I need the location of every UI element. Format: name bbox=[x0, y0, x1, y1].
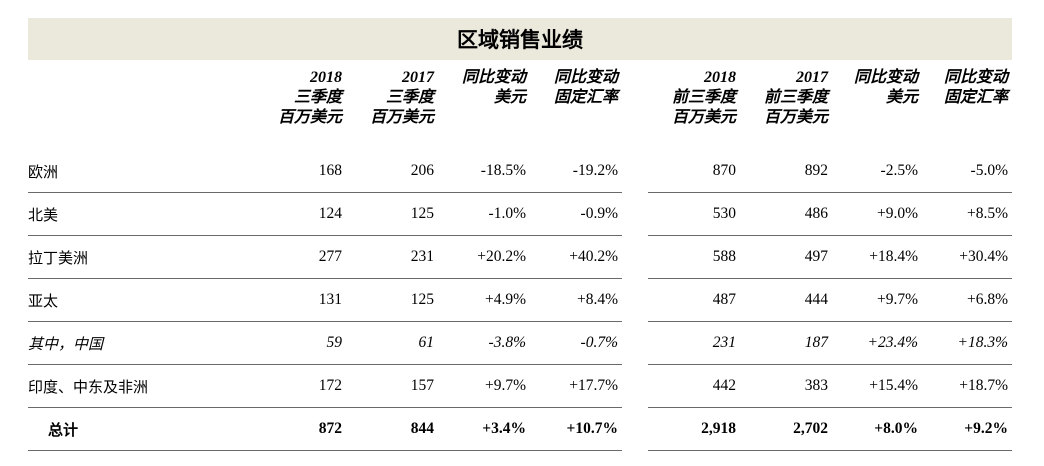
table-cell: +8.4% bbox=[530, 278, 622, 322]
header-row: 2018 三季度 百万美元 2017 三季度 百万美元 同比变动 美元 同比变动 固定汇率 … bbox=[28, 60, 1012, 150]
table-cell: +18.3% bbox=[922, 321, 1012, 365]
table-cell: +4.9% bbox=[438, 278, 530, 322]
column-header: 同比变动 美元 bbox=[461, 69, 526, 106]
column-header: 2017 前三季度 百万美元 bbox=[763, 69, 828, 126]
table-cell: +6.8% bbox=[922, 278, 1012, 322]
table-cell: -19.2% bbox=[530, 150, 622, 193]
table-cell: 61 bbox=[346, 321, 438, 365]
table-cell: -0.7% bbox=[530, 321, 622, 365]
table-cell: 444 bbox=[740, 278, 832, 322]
column-header: 2017 三季度 百万美元 bbox=[369, 69, 434, 126]
table-cell: +9.7% bbox=[832, 278, 922, 322]
table-row: 亚太 131 125 +4.9% +8.4% 487 444 +9.7% +6.… bbox=[28, 278, 1012, 322]
table-cell: 125 bbox=[346, 192, 438, 236]
table-cell: +17.7% bbox=[530, 364, 622, 408]
table-cell: 870 bbox=[648, 150, 740, 193]
column-header: 2018 三季度 百万美元 bbox=[277, 69, 342, 126]
table-cell: +10.7% bbox=[530, 407, 622, 451]
column-gap bbox=[622, 279, 648, 322]
table-cell: 892 bbox=[740, 150, 832, 193]
column-gap bbox=[622, 322, 648, 365]
table-cell: +8.0% bbox=[832, 407, 922, 451]
column-gap bbox=[622, 193, 648, 236]
table-cell: +8.5% bbox=[922, 192, 1012, 236]
region-name: 欧洲 bbox=[28, 150, 254, 193]
column-gap bbox=[622, 365, 648, 408]
table-cell: 486 bbox=[740, 192, 832, 236]
table-cell: 172 bbox=[254, 364, 346, 408]
region-name: 拉丁美洲 bbox=[28, 235, 254, 279]
table-cell: 206 bbox=[346, 150, 438, 193]
table-row: 其中，中国 59 61 -3.8% -0.7% 231 187 +23.4% +… bbox=[28, 321, 1012, 365]
column-gap bbox=[622, 150, 648, 193]
table-cell: +18.4% bbox=[832, 235, 922, 279]
column-gap bbox=[622, 236, 648, 279]
region-name: 北美 bbox=[28, 192, 254, 236]
table-cell: 187 bbox=[740, 321, 832, 365]
table-cell: 59 bbox=[254, 321, 346, 365]
table-cell: -0.9% bbox=[530, 192, 622, 236]
column-header: 同比变动 固定汇率 bbox=[553, 69, 618, 106]
table-cell: +9.2% bbox=[922, 407, 1012, 451]
table-cell: 530 bbox=[648, 192, 740, 236]
table-cell: 131 bbox=[254, 278, 346, 322]
table-cell: +15.4% bbox=[832, 364, 922, 408]
table-cell: 497 bbox=[740, 235, 832, 279]
table-cell: 277 bbox=[254, 235, 346, 279]
table-cell: 487 bbox=[648, 278, 740, 322]
table-cell: +9.7% bbox=[438, 364, 530, 408]
table-row: 北美 124 125 -1.0% -0.9% 530 486 +9.0% +8.… bbox=[28, 192, 1012, 236]
column-gap bbox=[622, 408, 648, 451]
table-cell: +18.7% bbox=[922, 364, 1012, 408]
region-column-header bbox=[28, 60, 254, 150]
table-cell: 442 bbox=[648, 364, 740, 408]
table-cell: 588 bbox=[648, 235, 740, 279]
column-header: 同比变动 固定汇率 bbox=[943, 69, 1008, 106]
table-cell: -5.0% bbox=[922, 150, 1012, 193]
column-header: 同比变动 美元 bbox=[853, 69, 918, 106]
region-name: 印度、中东及非洲 bbox=[28, 364, 254, 408]
table-cell: -1.0% bbox=[438, 192, 530, 236]
table-cell: 2,702 bbox=[740, 407, 832, 451]
table-cell: -2.5% bbox=[832, 150, 922, 193]
table-title: 区域销售业绩 bbox=[28, 18, 1012, 60]
table-cell: -18.5% bbox=[438, 150, 530, 193]
table-cell: +23.4% bbox=[832, 321, 922, 365]
table-cell: 124 bbox=[254, 192, 346, 236]
total-label: 总计 bbox=[28, 407, 254, 451]
table-cell: +30.4% bbox=[922, 235, 1012, 279]
table-cell: +3.4% bbox=[438, 407, 530, 451]
table-cell: 125 bbox=[346, 278, 438, 322]
table-cell: 872 bbox=[254, 407, 346, 451]
table-cell: +9.0% bbox=[832, 192, 922, 236]
table-cell: -3.8% bbox=[438, 321, 530, 365]
column-gap bbox=[622, 60, 648, 150]
region-name: 亚太 bbox=[28, 278, 254, 322]
table-cell: 231 bbox=[346, 235, 438, 279]
table-cell: 383 bbox=[740, 364, 832, 408]
table-cell: 168 bbox=[254, 150, 346, 193]
table-cell: 844 bbox=[346, 407, 438, 451]
table-cell: +40.2% bbox=[530, 235, 622, 279]
region-name: 其中，中国 bbox=[28, 321, 254, 365]
table-cell: +20.2% bbox=[438, 235, 530, 279]
table-row: 印度、中东及非洲 172 157 +9.7% +17.7% 442 383 +1… bbox=[28, 364, 1012, 408]
table-cell: 231 bbox=[648, 321, 740, 365]
regional-sales-table: 2018 三季度 百万美元 2017 三季度 百万美元 同比变动 美元 同比变动 固定汇率 … bbox=[28, 60, 1012, 451]
table-cell: 157 bbox=[346, 364, 438, 408]
table-row: 欧洲 168 206 -18.5% -19.2% 870 892 -2.5% -… bbox=[28, 150, 1012, 193]
table-cell: 2,918 bbox=[648, 407, 740, 451]
table-row: 拉丁美洲 277 231 +20.2% +40.2% 588 497 +18.4… bbox=[28, 235, 1012, 279]
column-header: 2018 前三季度 百万美元 bbox=[671, 69, 736, 126]
total-row: 总计 872 844 +3.4% +10.7% 2,918 2,702 +8.0… bbox=[28, 407, 1012, 451]
